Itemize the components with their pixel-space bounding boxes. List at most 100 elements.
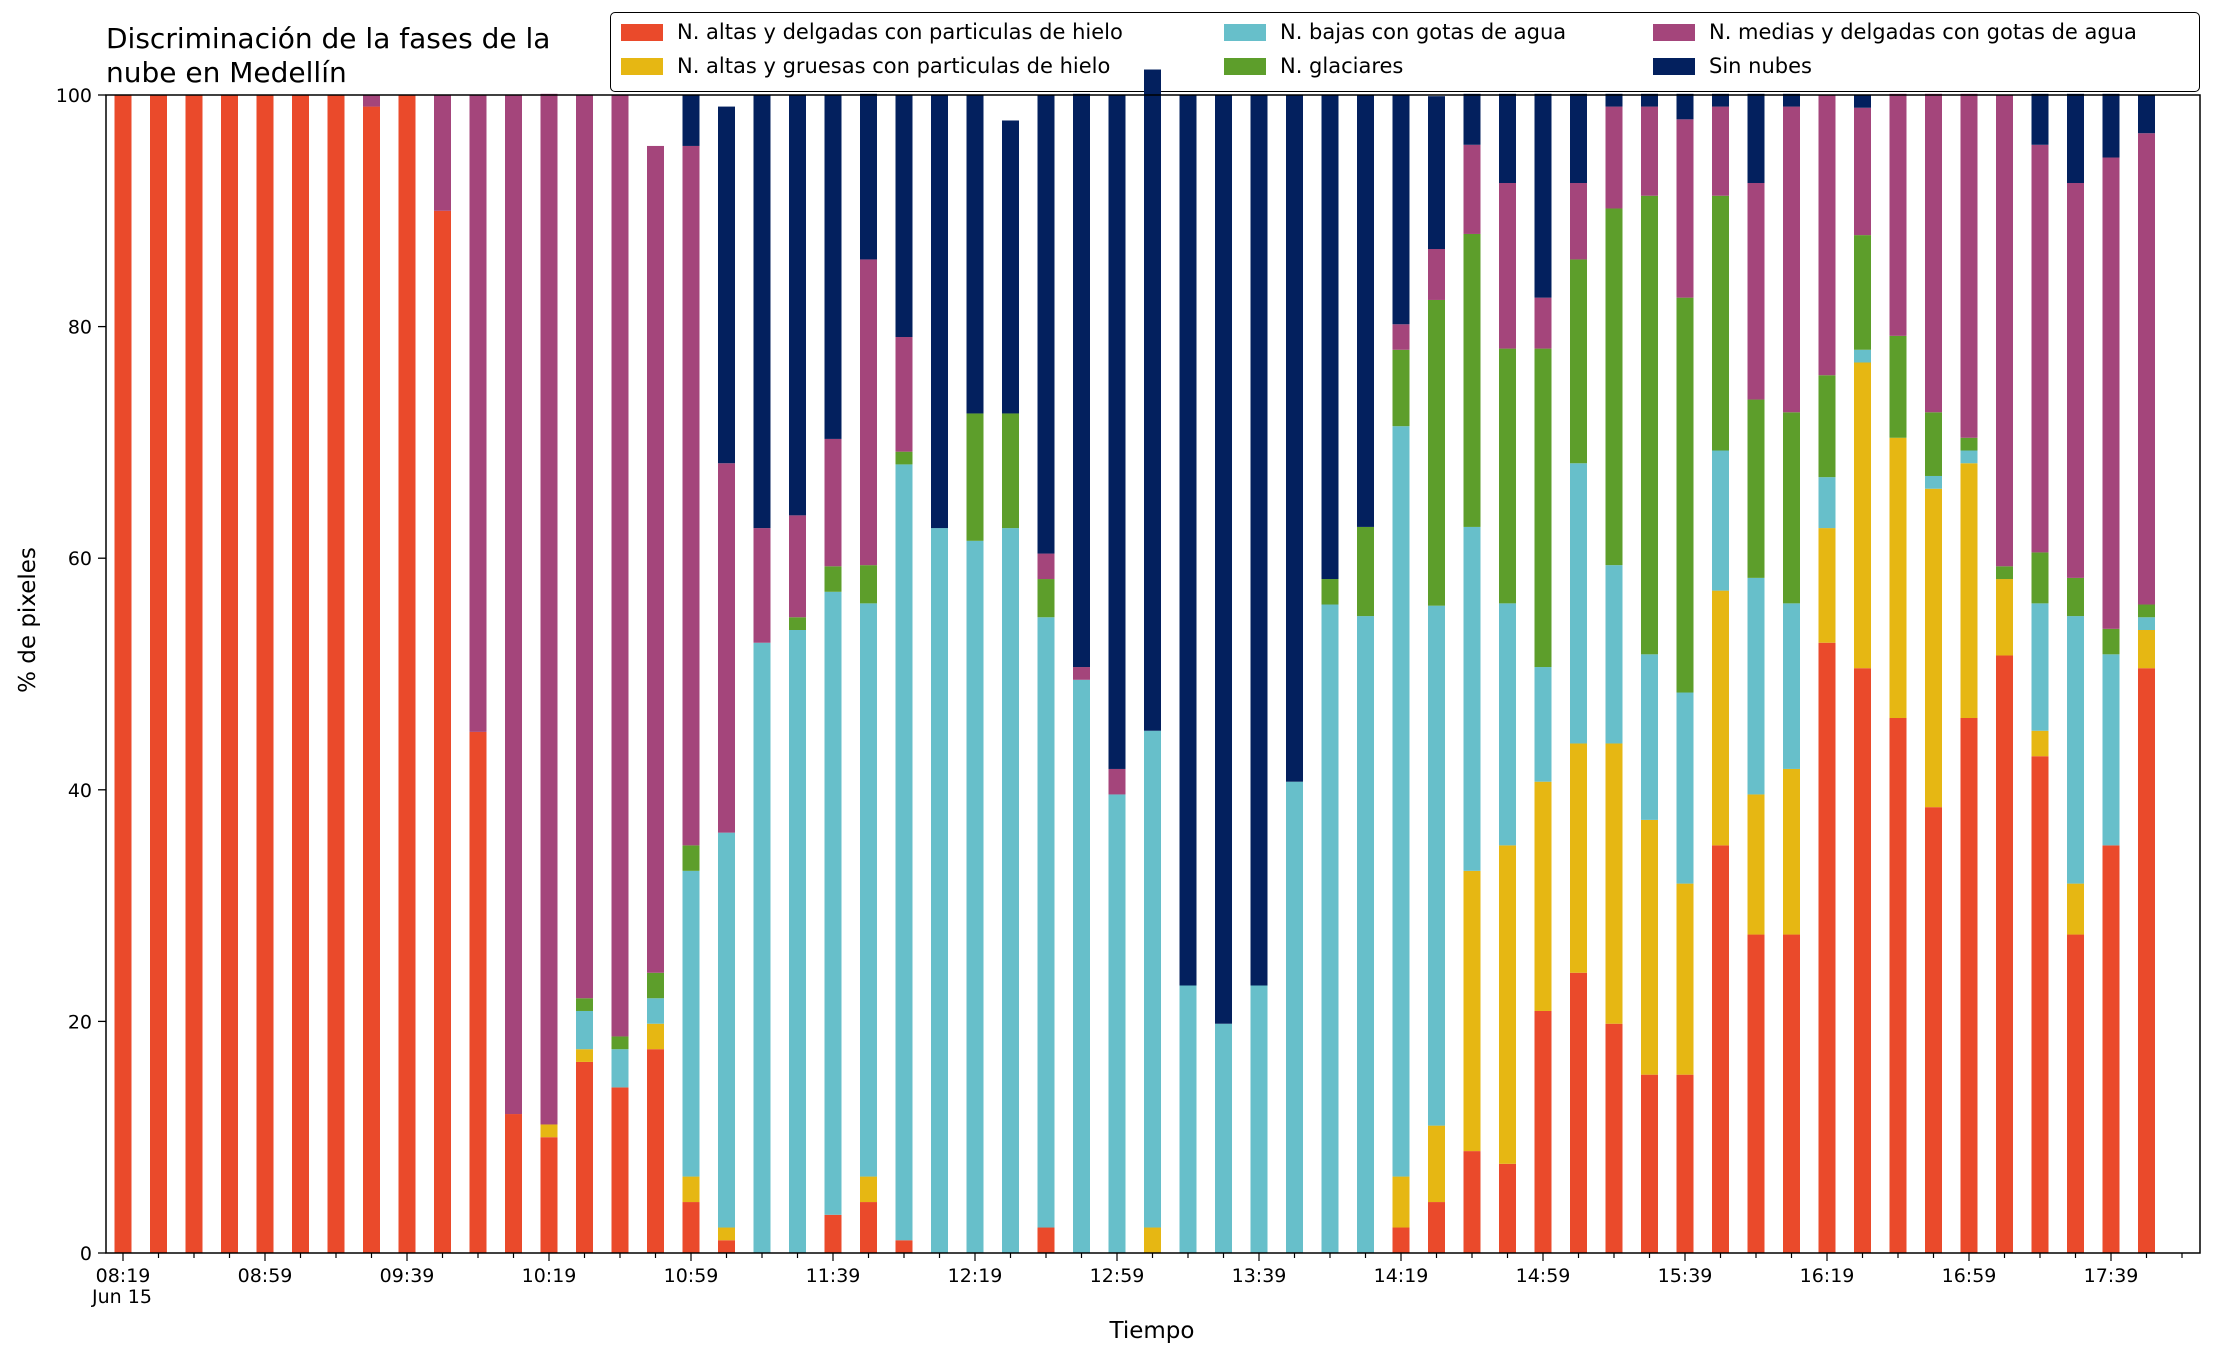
bar-segment — [1321, 579, 1339, 605]
bar-segment — [682, 870, 700, 1177]
bar-segment — [1002, 528, 1019, 1253]
bar-segment — [1144, 1227, 1161, 1253]
bar-segment — [1747, 934, 1765, 1253]
legend-label: N. medias y delgadas con gotas de agua — [1709, 20, 2137, 44]
legend-label: Sin nubes — [1709, 54, 1812, 78]
bar-segment — [824, 566, 842, 592]
bar-segment — [895, 451, 913, 465]
bar-segment — [1747, 93, 1765, 184]
bar-segment — [1783, 412, 1800, 604]
x-tick-label: 11:39 — [806, 1265, 861, 1287]
bar-segment — [114, 95, 132, 1253]
bar-segment — [718, 832, 735, 1228]
bar-segment — [1818, 642, 1836, 1253]
y-tick-label: 20 — [68, 1011, 92, 1033]
legend-item: N. altas y gruesas con particulas de hie… — [621, 51, 1110, 81]
bar-segment — [1215, 1023, 1232, 1253]
bar-segment — [931, 528, 948, 1253]
bar-segment — [256, 95, 274, 1253]
bar-segment — [1712, 106, 1729, 196]
bar-segment — [1641, 106, 1658, 196]
bar-segment — [1996, 566, 2013, 580]
bar-segment — [505, 95, 522, 1115]
bar-segment — [1747, 577, 1765, 795]
bar-segment — [753, 642, 771, 1253]
x-tick-label: 09:39 — [380, 1265, 435, 1287]
bar-segment — [1392, 324, 1410, 350]
bar-segment — [1925, 412, 1942, 476]
bar-segment — [1960, 93, 1978, 438]
bar-segment — [1321, 95, 1339, 580]
bar-segment — [540, 93, 558, 1125]
bar-segment — [789, 95, 806, 516]
bar-segment — [2067, 934, 2084, 1253]
legend-item: N. bajas con gotas de agua — [1224, 17, 1566, 47]
x-tick-label: 13:39 — [1232, 1265, 1287, 1287]
bar-segment — [718, 1240, 735, 1253]
bar-segment — [1463, 144, 1481, 234]
bar-segment — [1605, 1023, 1623, 1253]
bar-segment — [860, 1176, 877, 1203]
bar-segment — [2102, 157, 2120, 629]
bar-segment — [1286, 95, 1303, 782]
bar-segment — [1676, 692, 1694, 884]
legend-item: N. glaciares — [1224, 51, 1403, 81]
bar-segment — [789, 515, 806, 618]
bar-segment — [2031, 93, 2049, 145]
bar-segment — [1712, 195, 1729, 451]
bar-segment — [1676, 297, 1694, 693]
bar-segment — [1392, 426, 1410, 1177]
bar-segment — [434, 210, 451, 1253]
bar-segment — [824, 438, 842, 567]
bar-segment — [895, 464, 913, 1241]
bar-segment — [1605, 565, 1623, 744]
bar-segment — [1463, 870, 1481, 1152]
bar-segment — [1428, 96, 1445, 250]
bar-segment — [1605, 743, 1623, 1024]
bar-segment — [1002, 120, 1019, 414]
legend-label: N. bajas con gotas de agua — [1280, 20, 1567, 44]
bar-segment — [1818, 375, 1836, 478]
x-tick-label: 14:19 — [1374, 1265, 1429, 1287]
y-tick-label: 40 — [68, 780, 92, 802]
bar-segment — [718, 463, 735, 833]
bar-segment — [1428, 299, 1445, 606]
x-tick-label: 16:59 — [1942, 1265, 1997, 1287]
bar-segment — [1428, 249, 1445, 300]
bar-segment — [1073, 93, 1090, 668]
bar-segment — [895, 95, 913, 338]
bar-segment — [2067, 577, 2084, 617]
bar-segment — [682, 1202, 700, 1253]
bar-segment — [1960, 450, 1978, 464]
x-tick-label: 12:19 — [948, 1265, 1003, 1287]
y-tick-label: 60 — [68, 548, 92, 570]
bar-segment — [1960, 463, 1978, 718]
bar-segment — [1392, 1176, 1410, 1228]
bar-segment — [292, 95, 309, 1253]
bar-segment — [2031, 603, 2049, 731]
bar-segment — [1428, 1125, 1445, 1203]
bar-segment — [1925, 807, 1942, 1253]
legend: N. altas y delgadas con particulas de hi… — [610, 12, 2200, 92]
bar-segment — [1854, 235, 1871, 350]
bar-segment — [1676, 93, 1694, 120]
bar-segment — [789, 630, 806, 1253]
bar-segment — [1073, 667, 1090, 680]
bar-segment — [2067, 183, 2084, 578]
bar-segment — [1108, 794, 1126, 1253]
bar-segment — [1818, 477, 1836, 529]
bar-segment — [1428, 1202, 1445, 1253]
bar-segment — [1570, 743, 1587, 973]
bar-segment — [1534, 93, 1552, 298]
bar-segment — [1889, 335, 1907, 438]
bar-segment — [1712, 590, 1729, 846]
chart-title-line-2: nube en Medellín — [106, 56, 347, 89]
bar-segment — [718, 106, 735, 464]
bar-segment — [576, 95, 593, 999]
x-tick-label: 08:59 — [238, 1265, 293, 1287]
bar-segment — [1179, 985, 1197, 1253]
x-tick-label: 12:59 — [1090, 1265, 1145, 1287]
bar-segment — [363, 95, 380, 107]
bar-segment — [1534, 667, 1552, 782]
bar-segment — [327, 95, 345, 1253]
